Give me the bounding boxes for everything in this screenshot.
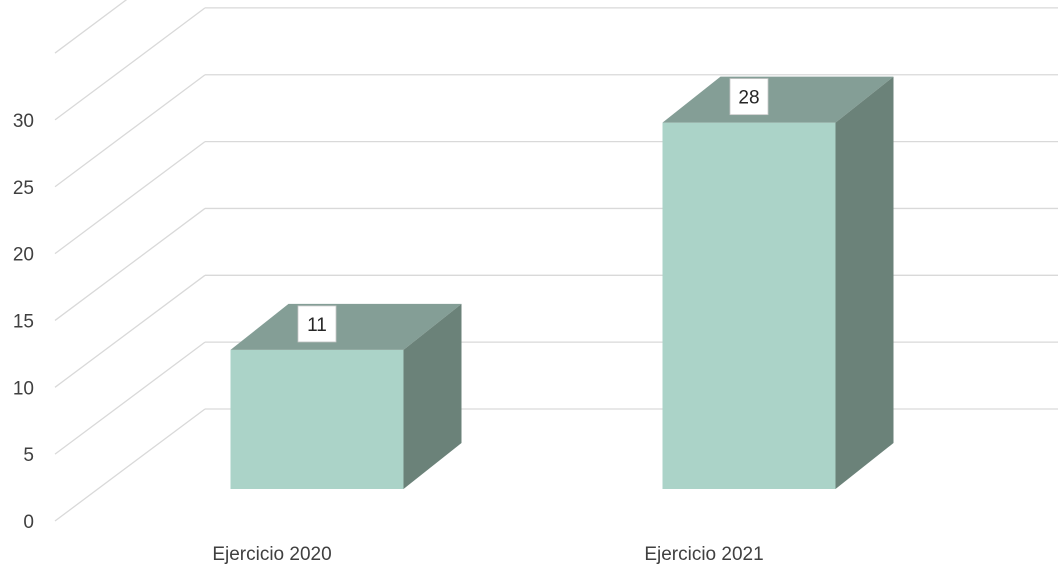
y-tick-label: 10: [13, 378, 34, 399]
bar-side-face: [835, 76, 894, 489]
data-label-1: 11: [297, 305, 337, 343]
y-tick-label: 15: [13, 311, 34, 332]
x-axis-category-labels: Ejercicio 2020 Ejercicio 2021: [212, 544, 763, 565]
y-tick-label: 5: [23, 445, 34, 466]
bar-side-face: [403, 303, 462, 489]
gridline-floor-6: [54, 7, 206, 121]
x-category-label: Ejercicio 2020: [212, 544, 331, 565]
gridline-floor-5: [54, 74, 206, 188]
y-tick-label: 0: [23, 512, 34, 533]
bar-top-face: [662, 76, 894, 123]
data-label-2: 28: [729, 78, 769, 116]
bar-front-face: [230, 349, 404, 489]
x-category-label: Ejercicio 2021: [644, 544, 763, 565]
data-labels: 11 28: [297, 78, 769, 343]
data-label-value: 11: [307, 315, 327, 336]
y-tick-label: 20: [13, 245, 34, 266]
bar-1: [230, 303, 462, 489]
bar-top-face: [230, 303, 462, 350]
y-axis-tick-labels: 0 5 10 15 20 25 30: [13, 111, 34, 533]
data-label-value: 28: [738, 88, 759, 109]
gridline-floor-2: [54, 274, 206, 388]
gridlines: [54, 0, 1058, 522]
bar-2: [662, 76, 894, 489]
y-tick-label: 30: [13, 111, 34, 132]
bar-front-face: [662, 122, 836, 489]
data-label-box: [729, 78, 769, 116]
gridline-floor-7: [54, 0, 128, 54]
bars: [230, 76, 894, 489]
y-tick-label: 25: [13, 178, 34, 199]
gridline-floor-1: [54, 341, 206, 455]
gridline-floor-3: [54, 207, 206, 321]
gridline-floor-0: [54, 408, 206, 522]
gridline-floor-4: [54, 141, 206, 255]
data-label-box: [297, 305, 337, 343]
